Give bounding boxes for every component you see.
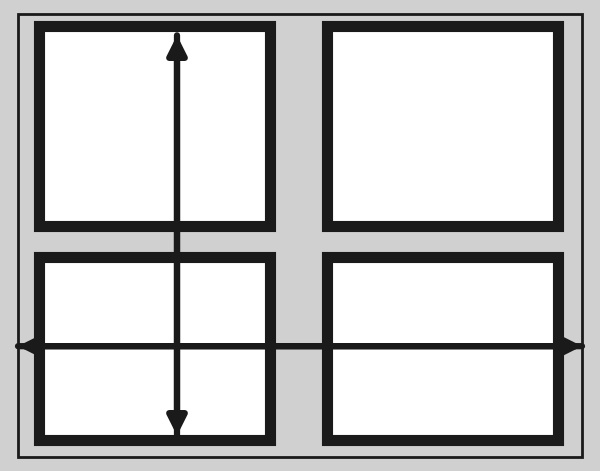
Bar bbox=[39, 257, 270, 440]
Bar bbox=[327, 26, 558, 226]
Bar bbox=[327, 257, 558, 440]
Bar bbox=[39, 26, 270, 226]
